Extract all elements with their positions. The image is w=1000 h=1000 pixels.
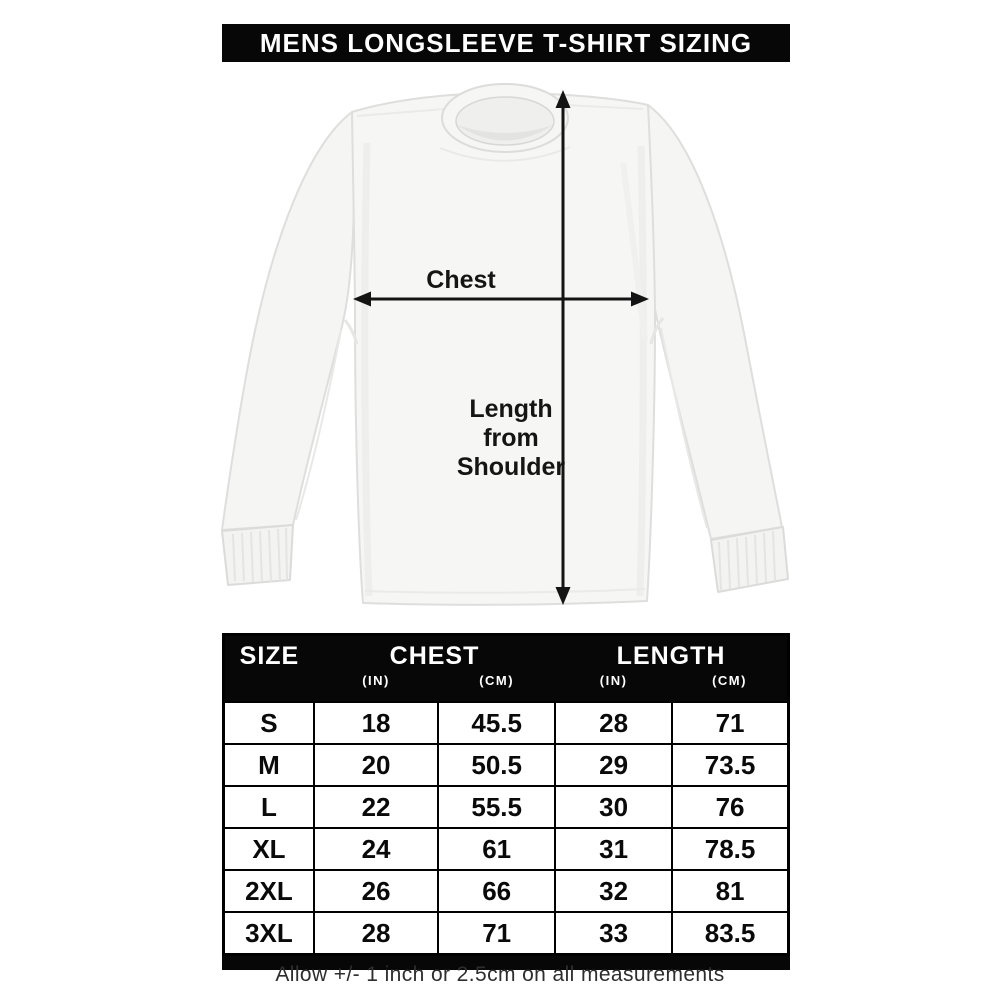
length-label-line3: Shoulder bbox=[457, 453, 566, 481]
shirt-body bbox=[351, 92, 656, 606]
length-cm-cell: 73.5 bbox=[671, 743, 790, 787]
chest-cm-cell: 50.5 bbox=[437, 743, 557, 787]
length-arrow bbox=[555, 90, 571, 605]
length-cm-cell: 76 bbox=[671, 785, 790, 829]
table-row: S 18 45.5 28 71 bbox=[222, 701, 790, 745]
table-unit-row: (IN) (CM) (IN) (CM) bbox=[224, 673, 789, 702]
length-label-line2: from bbox=[483, 424, 539, 452]
length-cm-cell: 81 bbox=[671, 869, 790, 913]
length-cm-cell: 71 bbox=[671, 701, 790, 745]
col-header-length: LENGTH bbox=[616, 642, 726, 670]
chest-in-cell: 22 bbox=[312, 785, 440, 829]
unit-header-chest-cm: (CM) bbox=[479, 673, 515, 688]
size-table-section: SIZE CHEST LENGTH (IN) (CM) (IN) (CM) S … bbox=[222, 633, 790, 970]
table-header-row: SIZE CHEST LENGTH bbox=[224, 635, 789, 674]
col-header-chest: CHEST bbox=[389, 642, 480, 670]
size-table: SIZE CHEST LENGTH (IN) (CM) (IN) (CM) S … bbox=[222, 633, 790, 956]
chest-cm-cell: 61 bbox=[437, 827, 557, 871]
size-cell: XL bbox=[222, 827, 315, 871]
length-cm-cell: 78.5 bbox=[671, 827, 790, 871]
footnote: Allow +/- 1 inch or 2.5cm on all measure… bbox=[275, 963, 725, 986]
unit-header-chest-in: (IN) bbox=[362, 673, 390, 688]
table-row: 2XL 26 66 32 81 bbox=[222, 869, 790, 913]
unit-header-length-in: (IN) bbox=[599, 673, 628, 688]
table-header: SIZE CHEST LENGTH (IN) (CM) (IN) (CM) bbox=[223, 634, 789, 702]
shirt-diagram: Chest Length from Shoulder bbox=[221, 83, 789, 606]
unit-header-blank bbox=[224, 673, 314, 702]
chest-in-cell: 28 bbox=[312, 911, 440, 956]
shirt-sleeve-right bbox=[645, 104, 783, 540]
length-in-cell: 29 bbox=[554, 743, 674, 787]
unit-header-length-cm: (CM) bbox=[712, 673, 747, 688]
table-row: XL 24 61 31 78.5 bbox=[222, 827, 790, 871]
chest-cm-cell: 55.5 bbox=[437, 785, 557, 829]
chest-cm-cell: 66 bbox=[437, 869, 557, 913]
title-bar: MENS LONGSLEEVE T-SHIRT SIZING bbox=[222, 24, 790, 62]
shirt-cuff-right bbox=[710, 526, 789, 593]
length-in-cell: 30 bbox=[554, 785, 674, 829]
table-row: L 22 55.5 30 76 bbox=[222, 785, 790, 829]
size-cell: 3XL bbox=[222, 911, 315, 956]
page-title: MENS LONGSLEEVE T-SHIRT SIZING bbox=[259, 27, 753, 58]
chest-in-cell: 24 bbox=[312, 827, 440, 871]
length-in-cell: 31 bbox=[554, 827, 674, 871]
col-header-size: SIZE bbox=[239, 642, 300, 670]
length-in-cell: 28 bbox=[554, 701, 674, 745]
length-in-cell: 32 bbox=[554, 869, 674, 913]
size-cell: M bbox=[222, 743, 315, 787]
table-row: M 20 50.5 29 73.5 bbox=[222, 743, 790, 787]
chest-in-cell: 18 bbox=[312, 701, 440, 745]
shirt-shading bbox=[295, 104, 708, 597]
length-in-cell: 33 bbox=[554, 911, 674, 956]
size-cell: L bbox=[222, 785, 315, 829]
shirt-collar bbox=[439, 83, 571, 162]
length-label-line1: Length bbox=[469, 395, 552, 423]
shirt-sleeve-left bbox=[221, 111, 355, 531]
shirt-cuff-left bbox=[221, 524, 294, 586]
length-cm-cell: 83.5 bbox=[671, 911, 790, 956]
chest-cm-cell: 71 bbox=[437, 911, 557, 956]
chest-in-cell: 26 bbox=[312, 869, 440, 913]
chest-label: Chest bbox=[426, 266, 496, 294]
table-row: 3XL 28 71 33 83.5 bbox=[222, 911, 790, 956]
table-bottom-bar bbox=[222, 956, 790, 970]
size-cell: 2XL bbox=[222, 869, 315, 913]
size-cell: S bbox=[222, 701, 315, 745]
chest-cm-cell: 45.5 bbox=[437, 701, 557, 745]
chest-in-cell: 20 bbox=[312, 743, 440, 787]
chest-arrow bbox=[353, 291, 649, 307]
